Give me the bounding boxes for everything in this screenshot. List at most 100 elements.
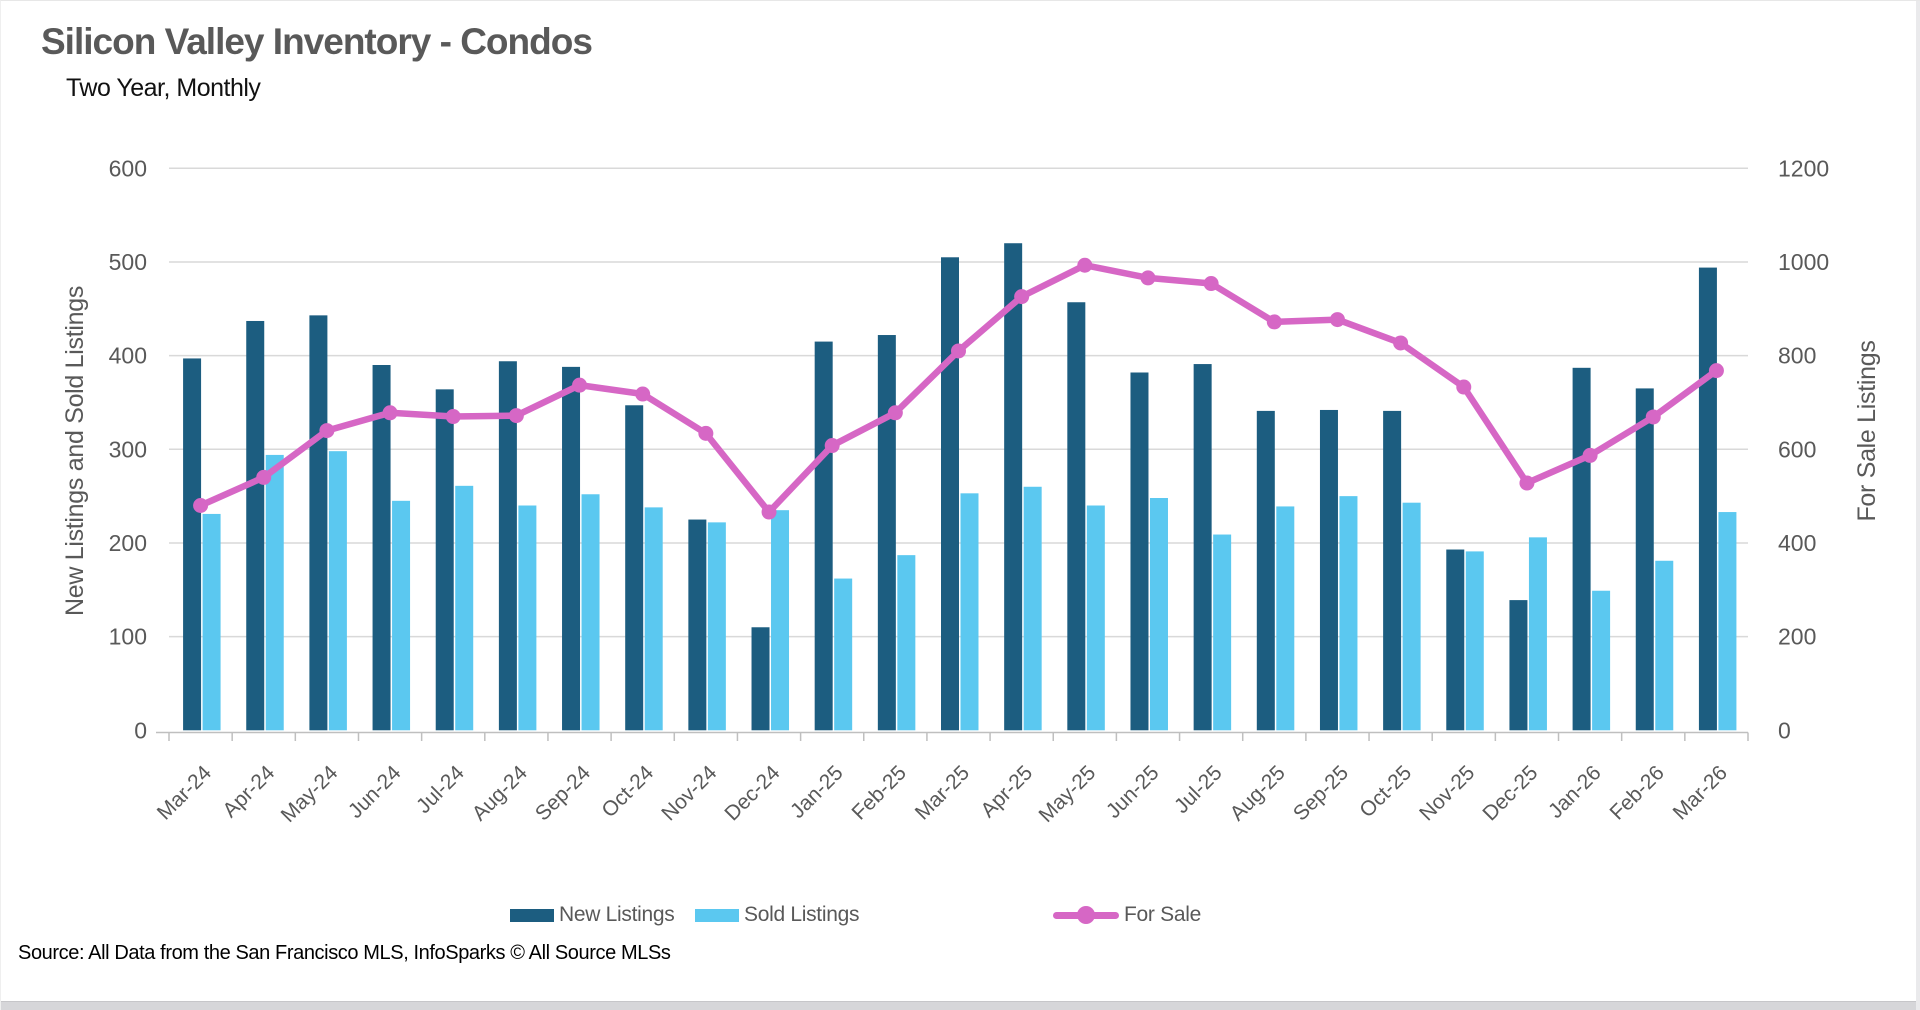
chart-legend: New Listings Sold Listings For Sale xyxy=(1,898,1920,932)
x-axis-month-label: Oct-24 xyxy=(597,761,658,822)
for-sale-marker-icon xyxy=(1077,906,1095,924)
for-sale-point-Dec-25 xyxy=(1519,475,1535,491)
x-axis-month-label: Sep-24 xyxy=(531,761,595,825)
x-axis-month-label: Apr-24 xyxy=(218,761,279,822)
for-sale-point-Dec-24 xyxy=(761,504,777,520)
right-axis-title: For Sale Listings xyxy=(1853,340,1881,521)
x-axis-month-label: Mar-26 xyxy=(1669,761,1732,824)
for-sale-point-Feb-26 xyxy=(1645,409,1661,425)
bar-sold-listings-Jun-25 xyxy=(1149,498,1168,731)
bar-sold-listings-Mar-26 xyxy=(1718,512,1737,731)
sold-listings-swatch-icon xyxy=(695,908,739,922)
x-axis-month-label: Jul-25 xyxy=(1170,761,1227,818)
bar-new-listings-Dec-24 xyxy=(751,627,770,731)
bar-sold-listings-Jun-24 xyxy=(392,500,411,731)
bar-sold-listings-Jan-26 xyxy=(1592,590,1611,731)
source-attribution: Source: All Data from the San Francisco … xyxy=(18,942,671,964)
bar-sold-listings-Dec-24 xyxy=(771,510,790,731)
for-sale-point-Apr-25 xyxy=(1014,289,1030,305)
left-axis-tick-label: 300 xyxy=(109,436,147,462)
bar-sold-listings-Nov-25 xyxy=(1465,551,1484,731)
x-axis-month-label: Jun-24 xyxy=(344,761,406,823)
for-sale-point-Mar-25 xyxy=(951,343,966,359)
bar-sold-listings-Apr-25 xyxy=(1023,486,1042,731)
bar-sold-listings-Jul-24 xyxy=(455,485,474,731)
legend-label-sold-listings: Sold Listings xyxy=(744,903,860,926)
bar-new-listings-Feb-26 xyxy=(1635,388,1654,731)
bar-sold-listings-Dec-25 xyxy=(1528,537,1547,731)
x-axis-month-label: Aug-24 xyxy=(468,761,532,825)
left-axis-tick-label: 0 xyxy=(134,717,147,743)
bar-new-listings-Jun-25 xyxy=(1130,372,1149,731)
for-sale-point-Aug-25 xyxy=(1266,314,1282,330)
right-axis-tick-label: 0 xyxy=(1778,717,1791,743)
for-sale-point-Nov-25 xyxy=(1456,379,1472,395)
for-sale-point-Jul-24 xyxy=(445,409,461,425)
bar-new-listings-Apr-25 xyxy=(1004,243,1023,731)
for-sale-point-Oct-25 xyxy=(1393,335,1409,351)
x-axis-month-label: Mar-25 xyxy=(911,761,974,824)
for-sale-point-Mar-26 xyxy=(1708,363,1724,379)
x-axis-month-label: Aug-25 xyxy=(1226,761,1290,825)
for-sale-point-Feb-25 xyxy=(887,405,903,421)
bar-sold-listings-Nov-24 xyxy=(707,522,726,731)
bar-sold-listings-Apr-24 xyxy=(265,454,284,731)
bar-new-listings-May-24 xyxy=(309,315,328,731)
for-sale-point-Nov-24 xyxy=(698,425,714,441)
right-axis-tick-label: 1200 xyxy=(1778,155,1829,181)
window-right-edge xyxy=(1916,1,1920,1010)
bar-new-listings-Oct-25 xyxy=(1383,410,1402,731)
for-sale-point-Jul-25 xyxy=(1203,276,1219,292)
right-axis-tick-label: 600 xyxy=(1778,436,1816,462)
x-axis-month-label: Jun-25 xyxy=(1102,761,1164,823)
bar-new-listings-Jan-26 xyxy=(1572,367,1591,731)
bar-new-listings-Jan-25 xyxy=(814,341,833,731)
left-axis-tick-label: 400 xyxy=(109,343,147,369)
for-sale-point-Jan-25 xyxy=(824,438,840,454)
bar-sold-listings-Jan-25 xyxy=(834,578,853,731)
left-axis-tick-label: 600 xyxy=(109,155,147,181)
right-axis-tick-label: 200 xyxy=(1778,624,1816,650)
right-axis-tick-label: 400 xyxy=(1778,530,1816,556)
bar-sold-listings-Aug-24 xyxy=(518,505,537,731)
x-axis-month-label: Dec-24 xyxy=(720,761,784,825)
bar-sold-listings-Mar-24 xyxy=(202,513,221,731)
bar-sold-listings-Oct-25 xyxy=(1402,502,1421,731)
bar-new-listings-Jul-24 xyxy=(435,389,454,731)
x-axis-month-label: Jul-24 xyxy=(412,761,469,818)
bar-new-listings-Jun-24 xyxy=(372,365,391,731)
bar-new-listings-Oct-24 xyxy=(625,405,644,731)
bar-new-listings-May-25 xyxy=(1067,302,1086,731)
legend-item-for-sale: For Sale xyxy=(1053,898,1201,932)
for-sale-point-Oct-24 xyxy=(635,386,651,402)
bar-new-listings-Mar-24 xyxy=(183,358,202,731)
bar-sold-listings-Feb-25 xyxy=(897,555,916,731)
bar-sold-listings-Sep-24 xyxy=(581,494,600,731)
x-axis-month-label: Nov-24 xyxy=(657,761,721,825)
x-axis-month-label: Nov-25 xyxy=(1415,761,1479,825)
bar-sold-listings-Jul-25 xyxy=(1213,534,1232,731)
for-sale-point-Sep-24 xyxy=(572,377,588,393)
left-axis-tick-label: 500 xyxy=(109,249,147,275)
bar-sold-listings-Sep-25 xyxy=(1339,496,1358,731)
x-axis-month-label: Dec-25 xyxy=(1478,761,1542,825)
bar-sold-listings-May-25 xyxy=(1086,505,1105,731)
page-subtitle: Two Year, Monthly xyxy=(66,74,261,102)
bar-new-listings-Dec-25 xyxy=(1509,600,1528,731)
x-axis-month-label: Mar-24 xyxy=(153,761,217,825)
x-axis-month-label: Feb-25 xyxy=(848,761,911,824)
for-sale-point-Apr-24 xyxy=(256,469,272,485)
bar-new-listings-Mar-25 xyxy=(941,257,959,731)
left-axis-title: New Listings and Sold Listings xyxy=(61,286,89,616)
for-sale-point-Aug-24 xyxy=(508,408,524,424)
for-sale-point-May-24 xyxy=(319,423,335,439)
x-axis-month-label: Sep-25 xyxy=(1289,761,1353,825)
bar-sold-listings-May-24 xyxy=(328,451,347,731)
bar-new-listings-Mar-26 xyxy=(1698,267,1717,731)
x-axis-month-label: Feb-26 xyxy=(1605,761,1668,824)
for-sale-point-Sep-25 xyxy=(1329,312,1345,328)
x-axis-month-label: Jan-25 xyxy=(786,761,848,823)
for-sale-point-Jan-26 xyxy=(1582,447,1598,463)
